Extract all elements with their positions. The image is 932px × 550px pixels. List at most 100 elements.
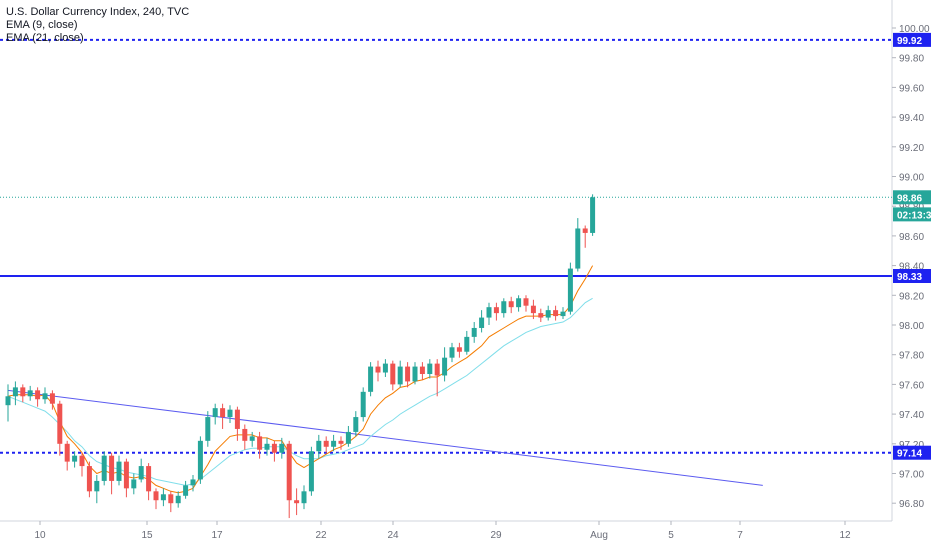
candle-body [338, 440, 344, 444]
candle-body [79, 455, 85, 467]
price-label-text: 97.14 [897, 449, 922, 460]
legend: U.S. Dollar Currency Index, 240, TVC EMA… [6, 6, 189, 45]
x-tick-label: Aug [590, 530, 608, 541]
candle [553, 305, 559, 321]
candle [456, 342, 462, 358]
candle [131, 473, 137, 495]
candle [368, 362, 374, 397]
x-tick-label: 29 [490, 530, 502, 541]
chart-title: U.S. Dollar Currency Index, 240, TVC [6, 6, 190, 18]
candle-body [582, 228, 588, 233]
candle [86, 461, 92, 498]
candle-body [205, 417, 211, 441]
candle-body [42, 393, 48, 400]
candle-body [116, 461, 122, 481]
candle-body [35, 390, 41, 400]
candle [116, 455, 122, 486]
y-tick-label: 97.00 [899, 470, 924, 481]
candle [301, 485, 307, 510]
candle-body [72, 455, 78, 462]
candle [286, 440, 292, 519]
candle [471, 322, 477, 343]
candle [64, 440, 70, 471]
candle [353, 411, 359, 437]
candle [575, 218, 581, 272]
candle [545, 305, 551, 321]
candle [360, 387, 366, 422]
candle-body [294, 500, 300, 504]
y-tick-label: 100.00 [899, 24, 930, 35]
candle-body [397, 366, 403, 385]
candle-body [464, 336, 470, 352]
candle-body [64, 443, 70, 462]
candle [49, 390, 55, 410]
candle-body [249, 436, 255, 441]
x-tick-label: 12 [839, 530, 851, 541]
trendline [7, 389, 763, 486]
candle [57, 400, 63, 456]
candle [442, 347, 448, 382]
candle [560, 307, 566, 320]
candle [419, 362, 425, 380]
candle [397, 360, 403, 388]
candle-body [479, 317, 485, 328]
candle [227, 405, 233, 424]
candle-body [353, 417, 359, 432]
candle [486, 302, 492, 325]
price-label-text: 98.86 [897, 193, 922, 204]
candle-body [220, 408, 226, 418]
candle-body [545, 310, 551, 318]
candle [590, 194, 596, 236]
candle [501, 298, 507, 318]
candle [427, 359, 433, 379]
candle-body [538, 313, 544, 318]
x-tick-label: 5 [668, 530, 674, 541]
x-tick-label: 10 [34, 530, 46, 541]
candle-body [331, 440, 337, 447]
legend-ema9: EMA (9, close) [6, 19, 78, 31]
candle-body [405, 366, 411, 382]
candle [160, 488, 166, 507]
candle-body [190, 479, 196, 486]
candle-body [560, 311, 566, 317]
candle-body [5, 396, 11, 406]
y-tick-label: 97.80 [899, 351, 924, 362]
candle [412, 362, 418, 385]
candle-body [57, 403, 63, 444]
candle-body [27, 390, 33, 397]
candle [523, 295, 529, 312]
candle-body [345, 431, 351, 444]
candle-body [442, 357, 448, 376]
candle [205, 411, 211, 447]
y-tick-label: 99.40 [899, 113, 924, 124]
candle [530, 299, 536, 320]
candle-body [471, 327, 477, 337]
x-tick-label: 7 [737, 530, 743, 541]
y-tick-label: 97.60 [899, 380, 924, 391]
candle [35, 387, 41, 407]
candle-body [456, 347, 462, 352]
candle-body [279, 443, 285, 453]
candle [279, 437, 285, 459]
candle [146, 463, 152, 501]
candle-body [590, 197, 596, 233]
candle-body [323, 440, 329, 447]
candle [257, 431, 263, 459]
y-tick-label: 99.60 [899, 83, 924, 94]
candle-body [434, 363, 440, 376]
y-tick-label: 99.80 [899, 54, 924, 65]
candle [538, 308, 544, 323]
candle-body [138, 466, 144, 480]
candle-body [553, 310, 559, 317]
price-label-text: 02:13:33 [897, 210, 932, 221]
candle-body [486, 307, 492, 318]
candle [331, 434, 337, 452]
y-tick-label: 98.60 [899, 232, 924, 243]
candle-body [101, 455, 107, 481]
candle [323, 436, 329, 453]
candle-body [123, 461, 129, 489]
candle-body [12, 387, 18, 397]
candle-body [567, 268, 573, 312]
y-tick-label: 99.20 [899, 143, 924, 154]
